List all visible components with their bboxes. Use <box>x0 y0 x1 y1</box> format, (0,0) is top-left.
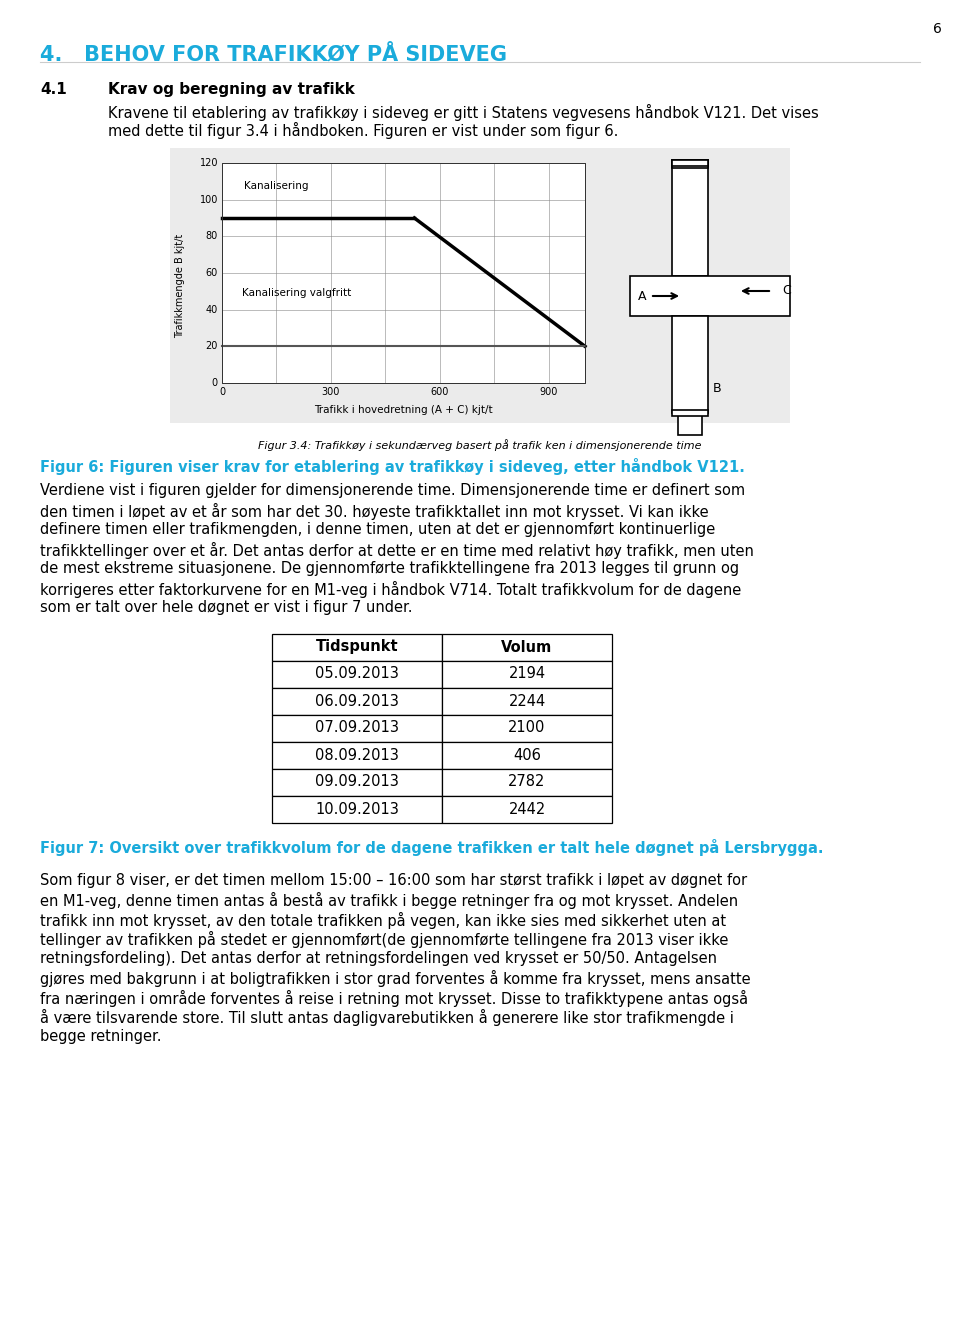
Text: å være tilsvarende store. Til slutt antas dagligvarebutikken å generere like sto: å være tilsvarende store. Til slutt anta… <box>40 1009 733 1026</box>
Bar <box>672 160 708 167</box>
Text: 300: 300 <box>322 387 340 397</box>
Text: definere timen eller trafikmengden, i denne timen, uten at det er gjennomført ko: definere timen eller trafikmengden, i de… <box>40 523 715 537</box>
Text: 4.   BEHOV FOR TRAFIKKØY PÅ SIDEVEG: 4. BEHOV FOR TRAFIKKØY PÅ SIDEVEG <box>40 44 507 64</box>
Text: Trafikkmengde B kjt/t: Trafikkmengde B kjt/t <box>175 233 185 337</box>
Bar <box>272 688 442 714</box>
Bar <box>272 660 442 688</box>
Text: 08.09.2013: 08.09.2013 <box>315 748 399 762</box>
Text: korrigeres etter faktorkurvene for en M1-veg i håndbok V714. Totalt trafikkvolum: korrigeres etter faktorkurvene for en M1… <box>40 580 741 597</box>
Text: Verdiene vist i figuren gjelder for dimensjonerende time. Dimensjonerende time e: Verdiene vist i figuren gjelder for dime… <box>40 483 745 499</box>
Text: 05.09.2013: 05.09.2013 <box>315 666 399 681</box>
Text: 900: 900 <box>540 387 558 397</box>
Text: 2194: 2194 <box>509 666 545 681</box>
Text: 40: 40 <box>205 305 218 315</box>
Bar <box>272 796 442 822</box>
Text: 0: 0 <box>219 387 225 397</box>
Text: 06.09.2013: 06.09.2013 <box>315 693 399 709</box>
Text: B: B <box>713 381 722 395</box>
Text: en M1-veg, denne timen antas å bestå av trafikk i begge retninger fra og mot kry: en M1-veg, denne timen antas å bestå av … <box>40 892 738 909</box>
Text: Kanalisering: Kanalisering <box>244 181 308 192</box>
Text: 2442: 2442 <box>509 801 545 817</box>
Text: gjøres med bakgrunn i at boligtrafikken i stor grad forventes å komme fra krysse: gjøres med bakgrunn i at boligtrafikken … <box>40 970 751 986</box>
Text: de mest ekstreme situasjonene. De gjennomførte trafikktellingene fra 2013 legges: de mest ekstreme situasjonene. De gjenno… <box>40 561 739 576</box>
Bar <box>442 688 612 714</box>
Text: C: C <box>782 284 791 297</box>
Bar <box>272 769 442 796</box>
Text: 80: 80 <box>205 232 218 241</box>
Text: 60: 60 <box>205 268 218 279</box>
Text: 2244: 2244 <box>509 693 545 709</box>
Text: den timen i løpet av et år som har det 30. høyeste trafikktallet inn mot krysset: den timen i løpet av et år som har det 3… <box>40 503 708 520</box>
Bar <box>222 163 585 383</box>
Bar <box>272 741 442 769</box>
Text: Figur 6: Figuren viser krav for etablering av trafikkøy i sideveg, etter håndbok: Figur 6: Figuren viser krav for etableri… <box>40 459 745 475</box>
Text: tellinger av trafikken på stedet er gjennomført(de gjennomførte tellingene fra 2: tellinger av trafikken på stedet er gjen… <box>40 930 729 948</box>
Text: Krav og beregning av trafikk: Krav og beregning av trafikk <box>108 83 355 97</box>
Text: 120: 120 <box>200 159 218 168</box>
Bar <box>630 276 790 316</box>
Text: 0: 0 <box>212 379 218 388</box>
Bar <box>672 316 708 413</box>
Text: Trafikk i hovedretning (A + C) kjt/t: Trafikk i hovedretning (A + C) kjt/t <box>314 405 492 415</box>
Bar <box>672 411 708 416</box>
Bar <box>170 148 790 423</box>
Text: 20: 20 <box>205 341 218 352</box>
Text: begge retninger.: begge retninger. <box>40 1029 161 1044</box>
Bar <box>678 413 702 435</box>
Text: Tidspunkt: Tidspunkt <box>316 640 398 655</box>
Bar <box>442 633 612 660</box>
Text: Kravene til etablering av trafikkøy i sideveg er gitt i Statens vegvesens håndbo: Kravene til etablering av trafikkøy i si… <box>108 104 819 121</box>
Text: 100: 100 <box>200 195 218 205</box>
Text: 10.09.2013: 10.09.2013 <box>315 801 399 817</box>
Text: Som figur 8 viser, er det timen mellom 15:00 – 16:00 som har størst trafikk i lø: Som figur 8 viser, er det timen mellom 1… <box>40 873 747 888</box>
Bar <box>442 660 612 688</box>
Text: fra næringen i område forventes å reise i retning mot krysset. Disse to trafikkt: fra næringen i område forventes å reise … <box>40 989 748 1006</box>
Text: Kanalisering valgfritt: Kanalisering valgfritt <box>242 288 351 297</box>
Text: 6: 6 <box>933 23 942 36</box>
Text: Figur 3.4: Trafikkøy i sekundærveg basert på trafik ken i dimensjonerende time: Figur 3.4: Trafikkøy i sekundærveg baser… <box>258 439 702 451</box>
Bar <box>442 714 612 741</box>
Text: 09.09.2013: 09.09.2013 <box>315 774 399 789</box>
Text: Figur 7: Oversikt over trafikkvolum for de dagene trafikken er talt hele døgnet : Figur 7: Oversikt over trafikkvolum for … <box>40 838 824 856</box>
Bar <box>272 714 442 741</box>
Bar <box>442 741 612 769</box>
Text: 600: 600 <box>431 387 449 397</box>
FancyBboxPatch shape <box>672 160 708 168</box>
Text: med dette til figur 3.4 i håndboken. Figuren er vist under som figur 6.: med dette til figur 3.4 i håndboken. Fig… <box>108 123 618 139</box>
Text: 2100: 2100 <box>508 721 545 736</box>
Bar <box>442 796 612 822</box>
Bar <box>222 163 585 383</box>
Text: Volum: Volum <box>501 640 553 655</box>
Text: retningsfordeling). Det antas derfor at retningsfordelingen ved krysset er 50/50: retningsfordeling). Det antas derfor at … <box>40 950 717 965</box>
Text: trafikk inn mot krysset, av den totale trafikken på vegen, kan ikke sies med sik: trafikk inn mot krysset, av den totale t… <box>40 912 726 929</box>
Bar <box>672 160 708 276</box>
Text: trafikktellinger over et år. Det antas derfor at dette er en time med relativt h: trafikktellinger over et år. Det antas d… <box>40 541 754 559</box>
Text: 4.1: 4.1 <box>40 83 67 97</box>
Bar <box>442 769 612 796</box>
Text: A: A <box>638 289 646 303</box>
Text: 406: 406 <box>513 748 540 762</box>
Bar <box>272 633 442 660</box>
Text: som er talt over hele døgnet er vist i figur 7 under.: som er talt over hele døgnet er vist i f… <box>40 600 413 615</box>
Text: 07.09.2013: 07.09.2013 <box>315 721 399 736</box>
Text: 2782: 2782 <box>508 774 545 789</box>
